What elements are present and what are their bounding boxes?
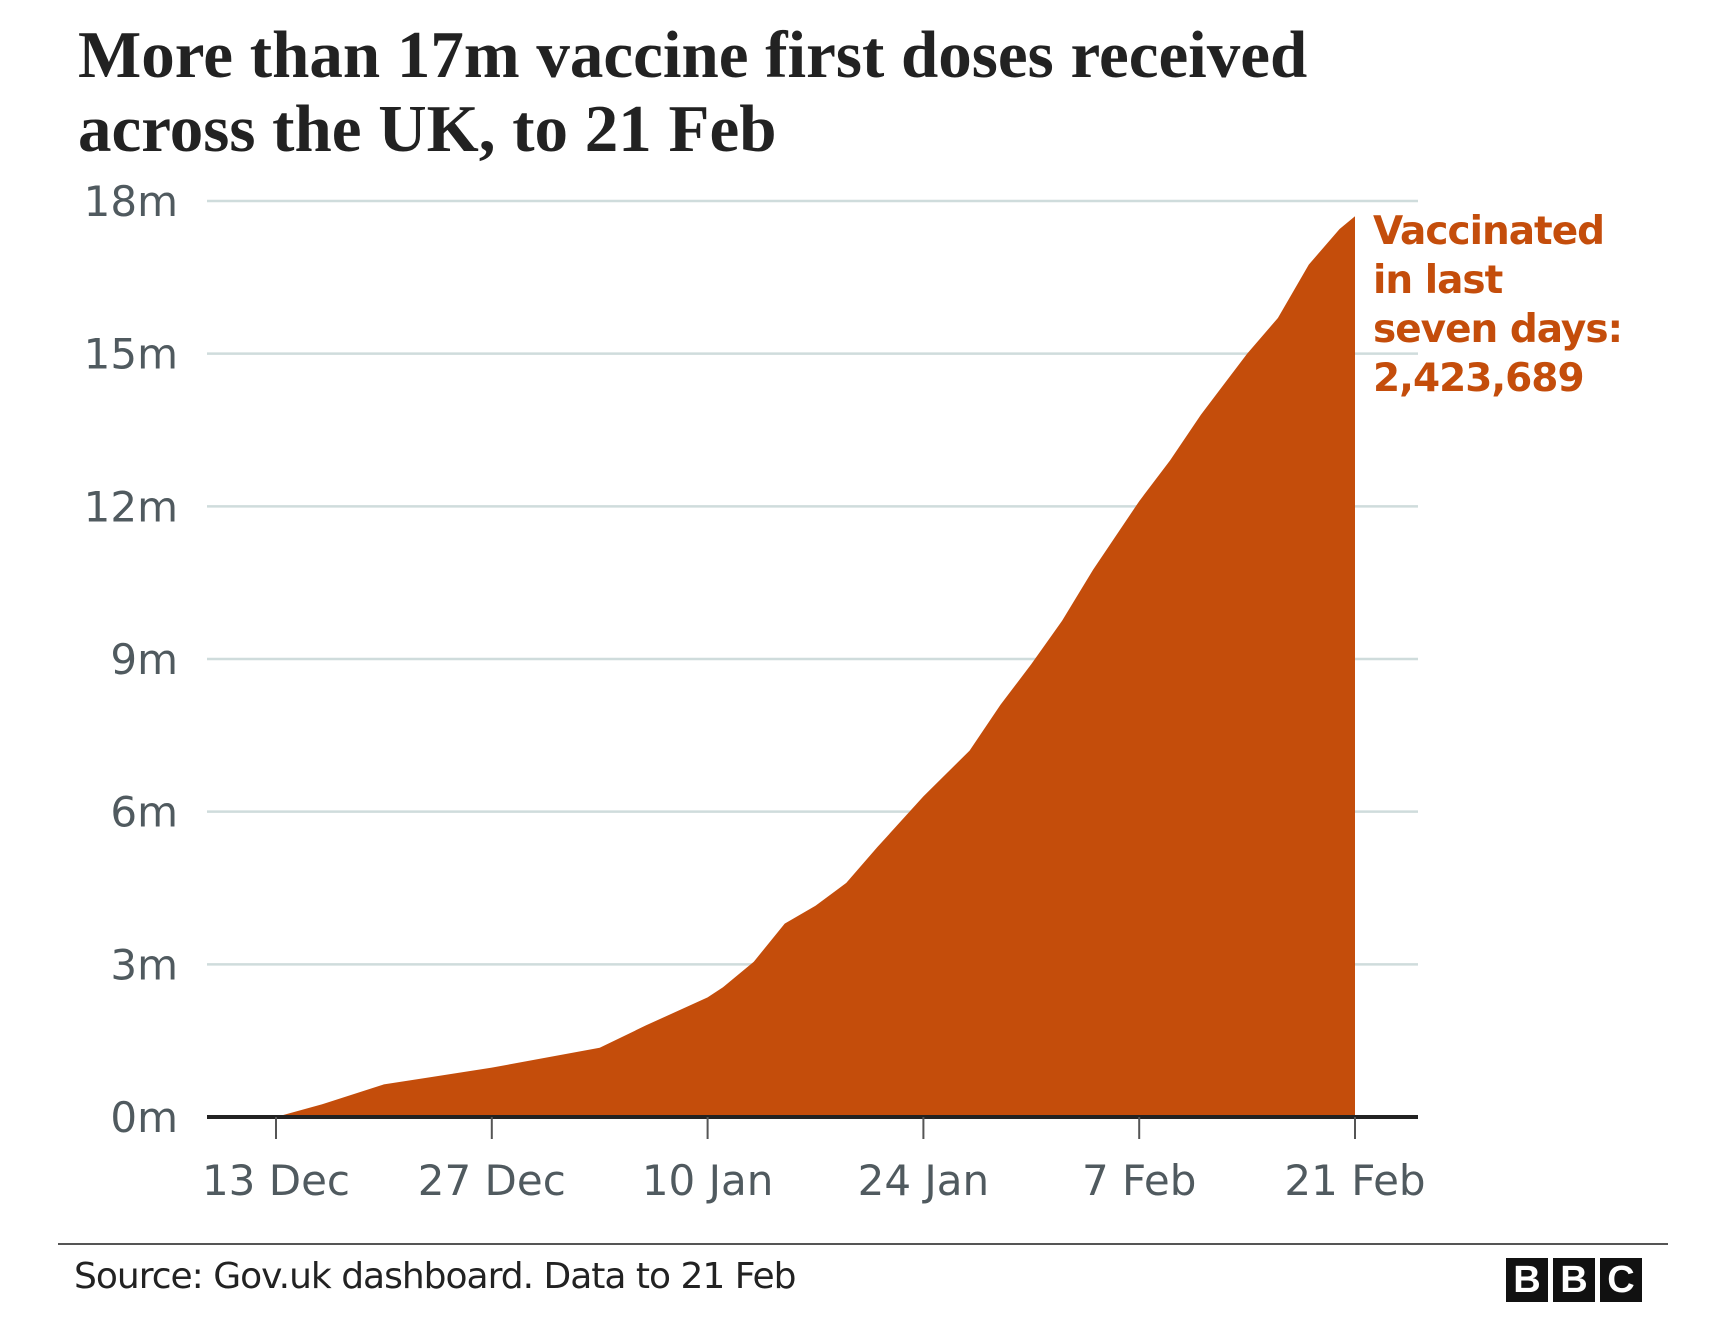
footer-divider bbox=[58, 1243, 1668, 1245]
x-tick-label: 21 Feb bbox=[1284, 1156, 1425, 1205]
x-tick-label: 13 Dec bbox=[202, 1156, 350, 1205]
annotation-line: seven days: bbox=[1373, 307, 1623, 352]
annotation-line: in last bbox=[1373, 258, 1503, 303]
x-tick-label: 7 Feb bbox=[1082, 1156, 1196, 1205]
x-tick-label: 10 Jan bbox=[642, 1156, 774, 1205]
annotation-value: 2,423,689 bbox=[1373, 356, 1585, 401]
logo-letter: B bbox=[1553, 1258, 1595, 1302]
y-tick-label: 0m bbox=[110, 1093, 178, 1142]
logo-letter: C bbox=[1600, 1258, 1642, 1302]
y-tick-label: 12m bbox=[84, 482, 178, 531]
y-axis-ticks: 0m 3m 6m 9m 12m 15m 18m bbox=[84, 177, 178, 1142]
x-tick-label: 27 Dec bbox=[418, 1156, 566, 1205]
y-tick-label: 18m bbox=[84, 177, 178, 226]
chart-title: More than 17m vaccine first doses receiv… bbox=[78, 18, 1678, 166]
source-note: Source: Gov.uk dashboard. Data to 21 Feb bbox=[74, 1256, 797, 1297]
y-tick-label: 3m bbox=[110, 940, 178, 989]
annotation-line: Vaccinated bbox=[1373, 209, 1605, 254]
area-series-first-doses bbox=[276, 216, 1355, 1118]
title-line-2: across the UK, to 21 Feb bbox=[78, 92, 777, 166]
y-tick-label: 15m bbox=[84, 330, 178, 379]
logo-letter: B bbox=[1506, 1258, 1548, 1302]
x-axis-ticks: 13 Dec 27 Dec 10 Jan 24 Jan 7 Feb 21 Feb bbox=[202, 1117, 1426, 1205]
title-line-1: More than 17m vaccine first doses receiv… bbox=[78, 18, 1308, 92]
annotation-last-seven-days: Vaccinated in last seven days: 2,423,689 bbox=[1373, 207, 1623, 403]
y-tick-label: 6m bbox=[110, 788, 178, 837]
y-tick-label: 9m bbox=[110, 635, 178, 684]
bbc-logo: B B C bbox=[1506, 1258, 1642, 1302]
x-tick-label: 24 Jan bbox=[858, 1156, 990, 1205]
